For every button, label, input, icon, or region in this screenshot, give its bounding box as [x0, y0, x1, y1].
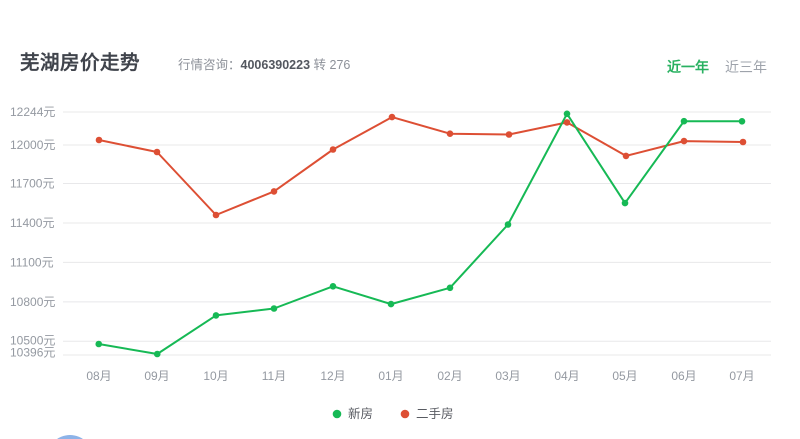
- svg-text:09月: 09月: [144, 369, 169, 383]
- svg-text:01月: 01月: [378, 369, 403, 383]
- svg-text:11400元: 11400元: [10, 216, 54, 230]
- svg-text:10月: 10月: [203, 369, 228, 383]
- svg-text:10800元: 10800元: [10, 295, 55, 309]
- svg-text:02月: 02月: [437, 369, 462, 383]
- svg-text:10396元: 10396元: [10, 346, 55, 360]
- svg-text:11700元: 11700元: [10, 177, 54, 191]
- svg-text:11100元: 11100元: [10, 255, 54, 269]
- svg-text:新房: 新房: [348, 406, 373, 421]
- svg-text:08月: 08月: [86, 369, 111, 383]
- svg-text:12月: 12月: [320, 369, 345, 383]
- svg-text:11月: 11月: [262, 369, 286, 383]
- svg-text:07月: 07月: [729, 369, 754, 383]
- svg-text:06月: 06月: [671, 369, 696, 383]
- svg-text:05月: 05月: [612, 369, 637, 383]
- svg-text:12244元: 12244元: [10, 105, 55, 119]
- svg-text:04月: 04月: [554, 369, 579, 383]
- svg-text:12000元: 12000元: [10, 138, 55, 152]
- svg-text:03月: 03月: [495, 369, 520, 383]
- svg-text:二手房: 二手房: [416, 406, 454, 421]
